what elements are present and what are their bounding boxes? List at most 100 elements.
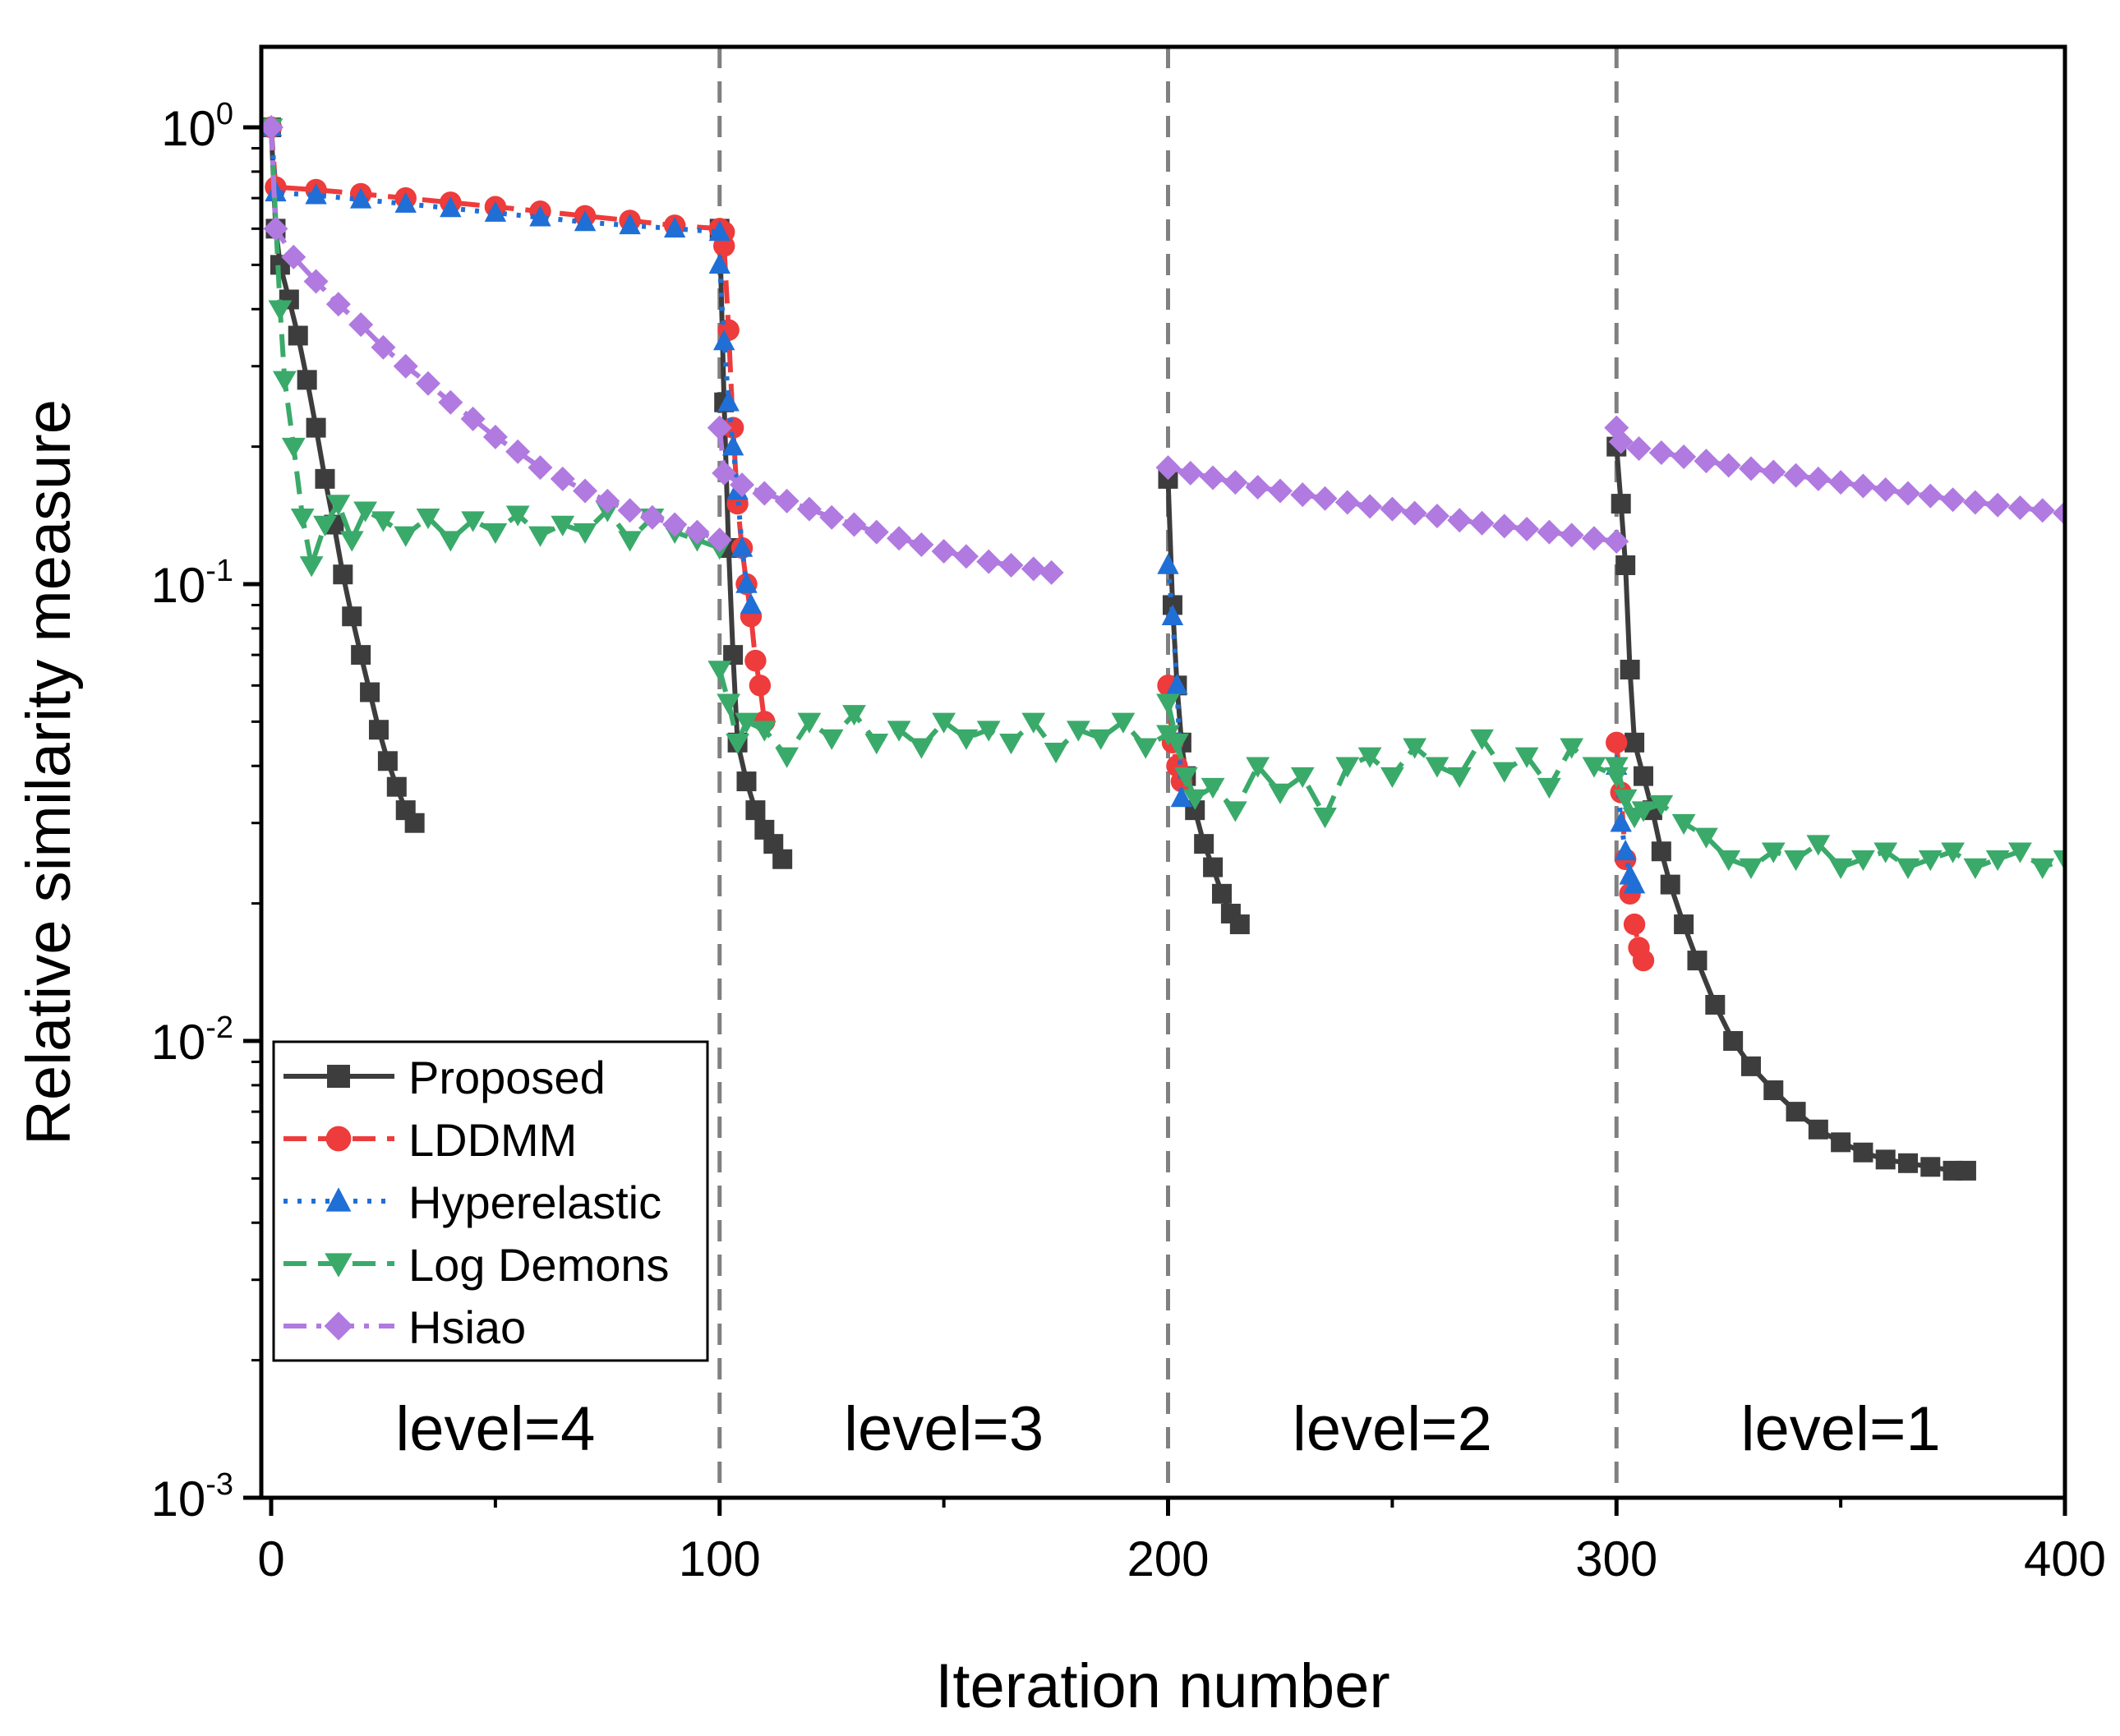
legend-label: Hyperelastic bbox=[408, 1177, 661, 1228]
data-point bbox=[1335, 757, 1360, 778]
data-point bbox=[1674, 914, 1694, 935]
data-point bbox=[1559, 523, 1584, 548]
data-point bbox=[303, 269, 329, 294]
data-point bbox=[1613, 789, 1638, 810]
legend-frame bbox=[272, 1040, 709, 1362]
data-point bbox=[1649, 794, 1674, 817]
data-point bbox=[393, 353, 418, 379]
data-point bbox=[1806, 835, 1831, 856]
data-point bbox=[617, 498, 643, 523]
data-point bbox=[1660, 874, 1680, 895]
data-point bbox=[1671, 444, 1697, 470]
data-point bbox=[1021, 556, 1046, 582]
data-point bbox=[730, 536, 754, 557]
data-point bbox=[1648, 440, 1674, 465]
series-line bbox=[269, 127, 721, 542]
data-point bbox=[1738, 456, 1763, 481]
data-point bbox=[377, 751, 398, 771]
data-point bbox=[1651, 841, 1671, 862]
data-point bbox=[639, 504, 665, 530]
series-line bbox=[1165, 564, 1184, 799]
data-point bbox=[740, 593, 763, 615]
data-point bbox=[1334, 490, 1360, 515]
data-point bbox=[721, 435, 744, 456]
data-point bbox=[1268, 783, 1293, 804]
data-point bbox=[1469, 510, 1495, 536]
data-point bbox=[1920, 1157, 1941, 1177]
data-point bbox=[326, 495, 351, 516]
data-point bbox=[438, 531, 463, 552]
data-point bbox=[281, 437, 306, 459]
data-point bbox=[1941, 842, 1965, 863]
data-point bbox=[1514, 747, 1539, 768]
data-point bbox=[2053, 500, 2065, 526]
data-point bbox=[662, 512, 688, 537]
data-point bbox=[708, 252, 730, 274]
level-label: level=4 bbox=[395, 1394, 595, 1464]
data-point bbox=[1380, 767, 1404, 789]
data-point bbox=[1705, 994, 1726, 1015]
data-point bbox=[1633, 766, 1653, 786]
data-point bbox=[954, 729, 979, 750]
data-point bbox=[1514, 516, 1540, 541]
data-point bbox=[663, 216, 686, 238]
level-label: level=2 bbox=[1293, 1394, 1492, 1464]
data-point bbox=[1201, 465, 1226, 490]
data-point bbox=[1537, 777, 1561, 799]
data-point bbox=[1761, 842, 1786, 863]
data-point bbox=[551, 515, 575, 536]
y-axis-title: Relative similarity measure bbox=[14, 399, 84, 1145]
x-tick-label: 400 bbox=[2024, 1531, 2106, 1586]
data-point bbox=[1021, 712, 1046, 734]
data-point bbox=[349, 187, 372, 209]
legend-label: Log Demons bbox=[408, 1239, 670, 1291]
data-point bbox=[707, 527, 732, 553]
data-point bbox=[774, 488, 800, 513]
data-point bbox=[745, 800, 766, 821]
series-line bbox=[721, 246, 767, 722]
data-point bbox=[371, 334, 396, 360]
data-point bbox=[1808, 1119, 1828, 1140]
data-point bbox=[1155, 455, 1181, 481]
data-point bbox=[1402, 500, 1427, 526]
y-tick-label: 10-1 bbox=[150, 554, 233, 613]
data-point bbox=[281, 244, 306, 269]
series-line bbox=[1614, 426, 2065, 516]
level-labels: level=4 level=3 level=2 level=1 bbox=[395, 1394, 1940, 1464]
data-point bbox=[684, 519, 710, 545]
data-point bbox=[1956, 1160, 1976, 1181]
series-line bbox=[717, 265, 754, 606]
data-point bbox=[1717, 850, 1741, 872]
data-point bbox=[619, 213, 641, 235]
data-point bbox=[712, 460, 737, 486]
data-point bbox=[550, 466, 575, 491]
x-axis-title: Iteration number bbox=[935, 1651, 1390, 1721]
data-point bbox=[1161, 604, 1184, 626]
data-point bbox=[1625, 732, 1645, 753]
data-point bbox=[1740, 1056, 1761, 1076]
data-point bbox=[1963, 858, 1988, 880]
data-point bbox=[752, 481, 777, 506]
data-point bbox=[1739, 858, 1763, 880]
data-point bbox=[1447, 508, 1472, 533]
data-point bbox=[819, 504, 845, 530]
data-point bbox=[595, 488, 620, 513]
data-point bbox=[394, 526, 418, 547]
series-line bbox=[269, 127, 721, 235]
legend-item: LDDMM bbox=[283, 1114, 577, 1166]
y-tick-label: 100 bbox=[161, 97, 233, 156]
data-point bbox=[735, 572, 758, 593]
legend-label: Hsiao bbox=[408, 1301, 526, 1353]
legend-item: Proposed bbox=[283, 1052, 606, 1103]
data-point bbox=[707, 661, 732, 682]
data-point bbox=[306, 417, 326, 438]
data-point bbox=[1182, 789, 1207, 810]
data-point bbox=[461, 511, 485, 532]
data-point bbox=[749, 675, 772, 697]
data-point bbox=[371, 511, 395, 532]
data-point bbox=[263, 216, 288, 242]
data-point bbox=[998, 552, 1024, 578]
y-tick-label: 10-2 bbox=[150, 1011, 233, 1070]
